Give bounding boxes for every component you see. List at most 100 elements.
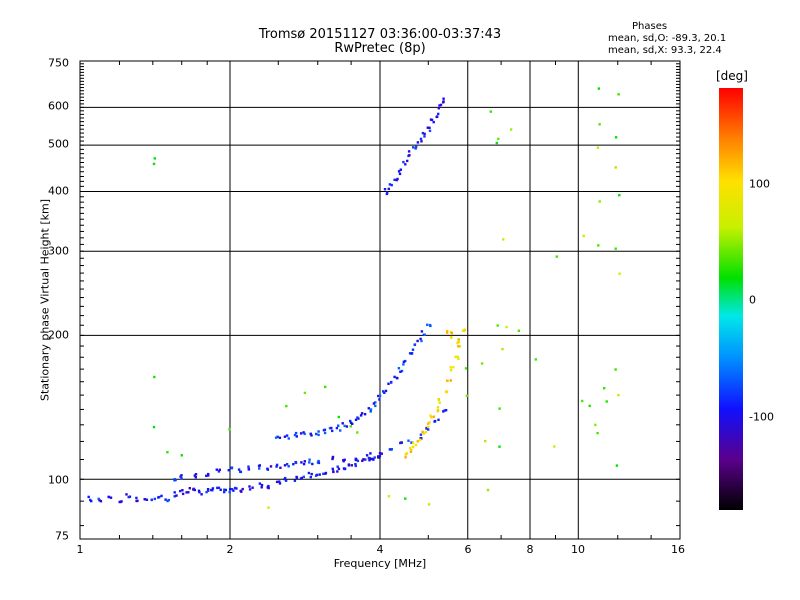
- data-point: [228, 428, 231, 431]
- data-point: [258, 482, 262, 485]
- data-point: [322, 472, 325, 475]
- data-point: [413, 343, 416, 347]
- data-point: [614, 247, 617, 250]
- data-point: [188, 487, 191, 490]
- data-point: [267, 506, 270, 509]
- data-point: [373, 456, 376, 459]
- data-point: [614, 166, 617, 169]
- data-point: [414, 443, 418, 447]
- data-point: [426, 126, 429, 129]
- data-point: [283, 464, 287, 467]
- data-point: [457, 345, 460, 348]
- data-point: [437, 107, 440, 110]
- data-point: [206, 488, 210, 491]
- colorbar-label: [deg]: [716, 69, 748, 83]
- data-point: [582, 234, 585, 238]
- data-point: [342, 460, 345, 463]
- data-point: [294, 461, 298, 465]
- data-point: [360, 412, 364, 415]
- x-tick-label: 8: [526, 543, 534, 556]
- data-point: [388, 448, 392, 451]
- data-point: [437, 398, 441, 402]
- data-point: [284, 479, 288, 482]
- data-point: [345, 425, 349, 428]
- data-point: [421, 430, 424, 434]
- data-point: [383, 391, 386, 394]
- data-point: [402, 360, 406, 363]
- data-point: [412, 146, 415, 149]
- data-point: [426, 323, 429, 326]
- data-point: [143, 498, 146, 501]
- data-point: [361, 459, 364, 462]
- data-point: [390, 448, 393, 451]
- data-point: [377, 455, 380, 458]
- data-point: [109, 496, 113, 499]
- colorbar-tick-label: 100: [749, 177, 770, 191]
- data-point: [369, 408, 373, 411]
- data-point: [393, 178, 396, 181]
- data-point: [409, 448, 413, 452]
- data-point: [332, 470, 335, 474]
- data-point: [179, 489, 182, 493]
- data-point: [285, 404, 288, 408]
- data-point: [427, 422, 430, 425]
- data-point: [427, 428, 430, 431]
- data-point: [404, 456, 407, 459]
- data-point: [498, 445, 501, 448]
- data-point: [274, 436, 278, 439]
- data-point: [337, 415, 340, 419]
- data-point: [275, 465, 278, 468]
- data-point: [160, 494, 163, 498]
- data-point: [278, 436, 282, 439]
- data-point: [293, 479, 297, 482]
- data-point: [260, 486, 263, 489]
- data-point: [505, 325, 508, 329]
- data-point: [336, 470, 339, 473]
- data-point: [422, 432, 425, 435]
- grid-lines: [80, 61, 680, 539]
- data-point: [437, 112, 440, 116]
- data-point: [596, 431, 599, 435]
- data-point: [185, 491, 188, 494]
- data-point: [456, 341, 460, 344]
- data-point: [423, 135, 426, 138]
- data-point: [411, 348, 415, 351]
- data-point: [617, 93, 620, 96]
- data-point: [372, 402, 376, 405]
- data-point: [367, 407, 370, 410]
- data-point: [217, 470, 221, 473]
- data-point: [450, 331, 454, 335]
- data-point: [239, 470, 243, 474]
- data-point: [378, 394, 382, 397]
- data-point: [230, 467, 233, 470]
- axis-ticks: [80, 61, 680, 539]
- data-point: [309, 432, 312, 436]
- data-point: [369, 452, 372, 455]
- data-point: [302, 431, 305, 434]
- data-point: [229, 487, 232, 491]
- data-point: [416, 141, 420, 144]
- data-point: [315, 432, 318, 436]
- data-point: [402, 160, 405, 164]
- data-point: [419, 438, 422, 441]
- data-point: [387, 187, 390, 191]
- colorbar-tick-label: -100: [749, 410, 774, 424]
- data-point: [336, 465, 339, 468]
- data-point: [395, 178, 398, 182]
- data-point: [517, 329, 521, 332]
- data-point: [386, 191, 389, 194]
- data-point: [411, 445, 415, 449]
- data-point: [217, 486, 221, 489]
- data-point: [269, 465, 273, 468]
- data-point: [387, 495, 391, 498]
- data-point: [267, 484, 270, 488]
- data-point: [534, 358, 537, 361]
- data-point: [399, 168, 402, 171]
- x-tick-label: 2: [226, 543, 234, 556]
- data-point: [302, 475, 305, 478]
- data-point: [397, 170, 401, 173]
- data-point: [197, 489, 201, 492]
- data-point: [581, 399, 584, 403]
- data-point: [135, 496, 138, 500]
- data-point: [486, 488, 490, 492]
